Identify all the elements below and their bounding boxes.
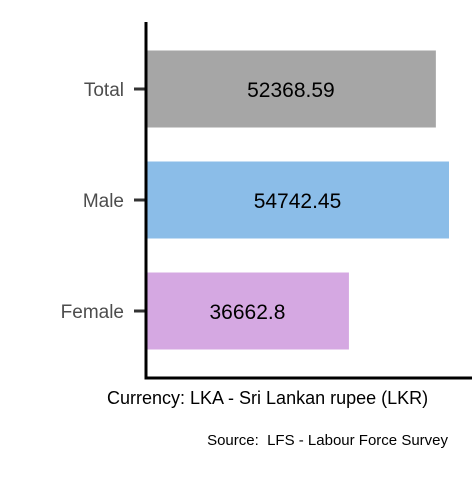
bar-female xyxy=(146,272,349,350)
y-tick-label-female: Female xyxy=(61,302,124,323)
bar-male xyxy=(146,161,449,239)
source-caption: Source: LFS - Labour Force Survey xyxy=(207,432,448,449)
y-tick-label-male: Male xyxy=(83,191,124,212)
value-labels-layer: 52368.59 54742.45 36662.8 xyxy=(210,79,342,324)
bars-layer xyxy=(146,50,449,350)
value-label-male: 54742.45 xyxy=(254,190,342,213)
x-axis-title: Currency: LKA - Sri Lankan rupee (LKR) xyxy=(107,388,428,408)
y-ticks-layer: Total Male Female xyxy=(61,80,145,323)
value-label-total: 52368.59 xyxy=(247,79,335,102)
y-tick-label-total: Total xyxy=(84,80,124,101)
value-label-female: 36662.8 xyxy=(210,301,286,324)
bar-total xyxy=(146,50,436,128)
